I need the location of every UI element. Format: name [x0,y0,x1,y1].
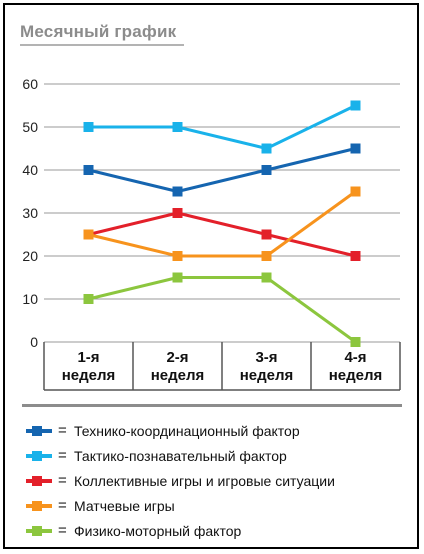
series-line [88,104,357,150]
legend-separator [22,404,402,407]
data-point [83,229,94,240]
legend-equals: = [58,497,67,514]
x-tick-label: неделя [151,367,205,384]
data-point [261,251,272,261]
data-point [261,229,272,240]
data-point [172,208,183,218]
legend-item: = Технико-координационный фактор [22,418,407,443]
legend-item: = Тактико-познавательный фактор [22,443,407,468]
line-chart: 01020304050601-янеделя2-янеделя3-янеделя… [22,76,401,391]
legend-label: Матчевые игры [74,497,175,514]
data-point [83,165,94,175]
series-line [88,211,356,258]
chart-title: Месячный график [20,22,177,41]
legend-swatch [26,425,52,436]
y-tick-label: 30 [22,205,38,221]
y-tick-label: 60 [22,76,38,92]
y-tick-label: 50 [22,119,38,135]
data-point [172,122,183,132]
legend: = Технико-координационный фактор = Такти… [22,418,407,543]
data-point [83,122,94,132]
legend-equals: = [58,422,67,439]
legend-item: = Коллективные игры и игровые ситуации [22,468,407,493]
y-tick-label: 20 [22,248,38,264]
x-tick-label: 3-я [255,349,277,366]
y-tick-label: 10 [22,291,38,307]
data-point [350,337,361,347]
legend-item: = Физико-моторный фактор [22,518,407,543]
data-point [172,186,183,197]
legend-swatch [26,500,52,511]
data-point [350,143,361,154]
x-tick-label: неделя [329,367,383,384]
x-tick-label: 2-я [166,349,188,366]
data-point [350,251,361,261]
legend-equals: = [58,522,67,539]
legend-label: Технико-координационный фактор [74,422,300,439]
y-tick-label: 0 [30,334,38,350]
data-point [350,100,361,111]
y-tick-label: 40 [22,162,38,178]
data-point [172,251,183,261]
data-point [261,165,272,175]
series-line [88,276,357,344]
x-tick-label: неделя [62,367,116,384]
data-point [350,186,361,197]
legend-swatch [26,475,52,486]
legend-label: Физико-моторный фактор [74,522,242,539]
data-point [261,143,272,154]
legend-label: Тактико-познавательный фактор [74,447,287,464]
x-tick-label: 1-я [77,349,99,366]
legend-label: Коллективные игры и игровые ситуации [74,472,335,489]
data-point [172,272,183,283]
series-line [88,190,357,258]
legend-equals: = [58,472,67,489]
x-tick-label: 4-я [344,349,366,366]
legend-swatch [26,450,52,461]
legend-item: = Матчевые игры [22,493,407,518]
title-underline [20,44,184,46]
data-point [261,272,272,283]
legend-equals: = [58,447,67,464]
series-line [88,147,356,193]
x-tick-label: неделя [240,367,294,384]
legend-swatch [26,525,52,536]
data-point [83,294,94,304]
